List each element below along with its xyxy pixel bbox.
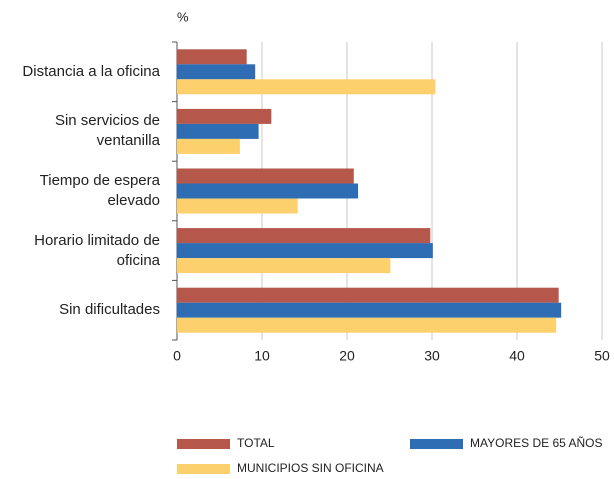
bar <box>177 138 240 154</box>
x-tick-label: 50 <box>594 348 610 364</box>
legend-label: MAYORES DE 65 AÑOS <box>470 436 603 450</box>
y-tick-label: Distancia a la oficina <box>22 62 160 80</box>
bar <box>177 108 272 124</box>
bar <box>177 243 433 259</box>
x-tick-label: 10 <box>254 348 270 364</box>
bar <box>177 228 431 244</box>
bar <box>177 302 562 318</box>
x-tick-label: 30 <box>424 348 440 364</box>
legend-swatch <box>410 439 463 449</box>
bar <box>177 317 557 333</box>
bar <box>177 123 259 139</box>
bar <box>177 79 436 95</box>
bar <box>177 183 359 199</box>
y-tick-label: Horario limitado de oficina <box>34 231 160 269</box>
legend-swatch <box>177 439 230 449</box>
legend-swatch <box>177 464 230 474</box>
legend-label: TOTAL <box>237 436 275 450</box>
bar <box>177 49 247 65</box>
y-tick-label: Sin servicios de ventanilla <box>54 112 160 150</box>
bar <box>177 258 391 274</box>
x-tick-label: 40 <box>509 348 525 364</box>
x-tick-label: 20 <box>339 348 355 364</box>
bar <box>177 168 354 184</box>
x-tick-label: 0 <box>173 348 181 364</box>
legend-label: MUNICIPIOS SIN OFICINA <box>237 461 384 475</box>
bar <box>177 198 298 214</box>
bar <box>177 64 256 80</box>
y-tick-label: Sin dificultades <box>59 301 160 319</box>
axis-unit: % <box>177 9 189 24</box>
bar <box>177 287 559 303</box>
y-tick-label: Tiempo de espera elevado <box>39 172 160 209</box>
